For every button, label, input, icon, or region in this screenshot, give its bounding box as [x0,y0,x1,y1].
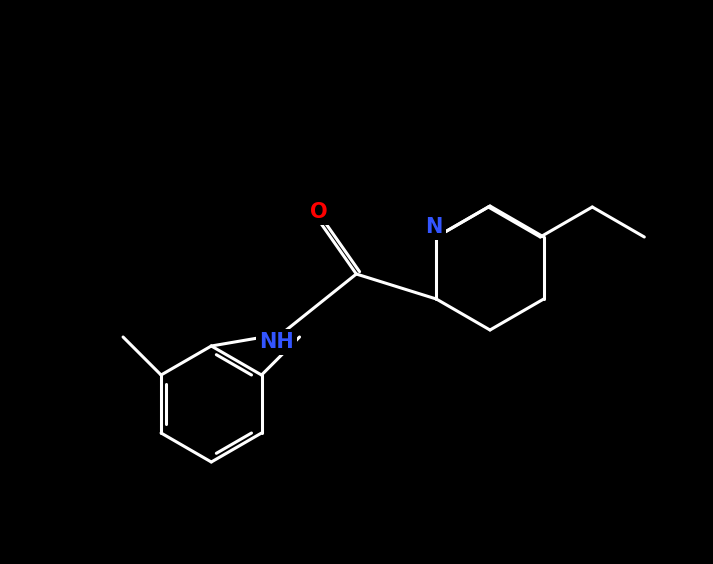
Text: N: N [426,217,443,237]
Text: NH: NH [259,332,294,352]
Text: O: O [310,202,328,222]
